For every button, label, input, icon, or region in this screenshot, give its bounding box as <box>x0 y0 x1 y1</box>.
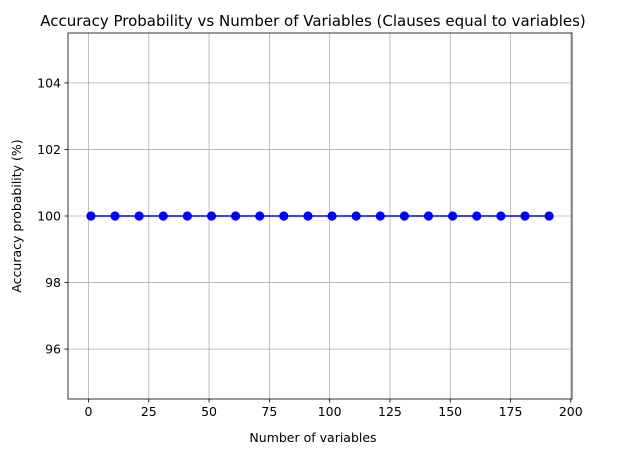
x-axis-label: Number of variables <box>249 430 376 445</box>
data-point <box>448 211 458 221</box>
data-point <box>472 211 482 221</box>
data-point <box>303 211 313 221</box>
data-point <box>255 211 265 221</box>
data-point <box>496 211 506 221</box>
y-tick-label: 98 <box>45 275 61 290</box>
x-tick-label: 0 <box>85 404 93 419</box>
data-point <box>327 211 337 221</box>
y-axis-ticks: 96 98 100 102 104 <box>37 75 68 357</box>
data-point <box>399 211 410 221</box>
data-point <box>375 211 385 221</box>
data-point <box>423 211 434 221</box>
data-point <box>110 211 120 221</box>
data-point <box>134 211 144 221</box>
x-tick-label: 50 <box>201 404 217 419</box>
x-axis-ticks: 0 25 50 75 100 125 150 175 200 <box>85 399 583 419</box>
data-point <box>520 211 530 221</box>
data-point <box>86 211 96 221</box>
data-point <box>182 211 192 221</box>
y-tick-label: 100 <box>37 209 61 224</box>
x-tick-label: 25 <box>141 404 157 419</box>
chart-title: Accuracy Probability vs Number of Variab… <box>40 12 586 30</box>
y-tick-label: 96 <box>45 342 61 357</box>
x-tick-label: 125 <box>378 404 402 419</box>
data-point <box>279 211 289 221</box>
data-point <box>544 211 554 221</box>
data-point <box>230 211 241 221</box>
y-axis-label: Accuracy probability (%) <box>9 139 24 292</box>
series-line-accuracy <box>86 211 554 221</box>
y-tick-label: 104 <box>37 75 61 90</box>
data-point <box>206 211 217 221</box>
x-tick-label: 175 <box>499 404 523 419</box>
x-tick-label: 200 <box>559 404 583 419</box>
x-tick-label: 150 <box>438 404 462 419</box>
data-point <box>158 211 168 221</box>
y-tick-label: 102 <box>37 142 61 157</box>
x-tick-label: 75 <box>261 404 277 419</box>
data-point <box>351 211 361 221</box>
x-tick-label: 100 <box>318 404 342 419</box>
